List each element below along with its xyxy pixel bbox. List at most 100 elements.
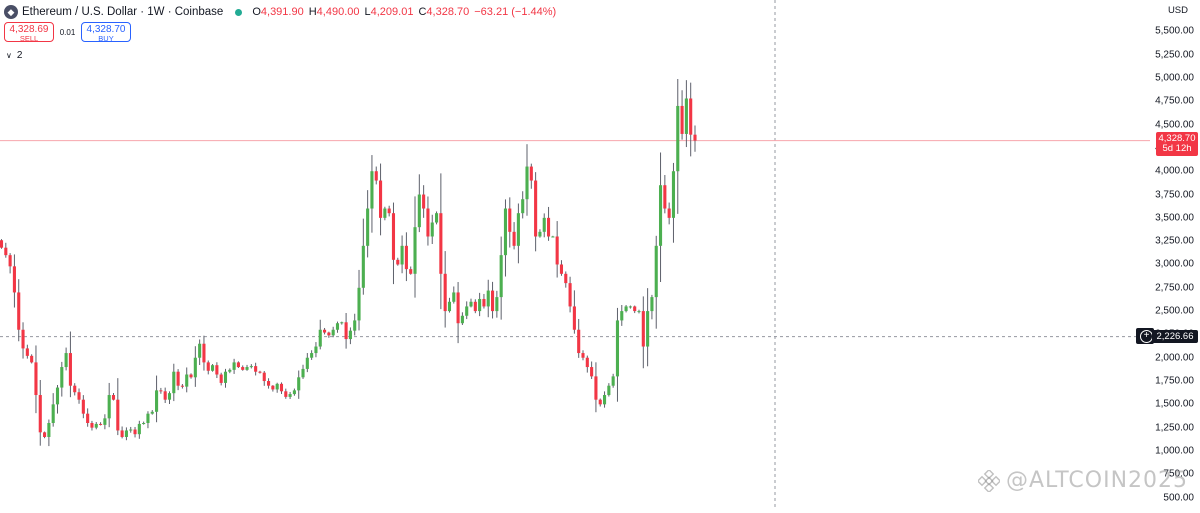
candle-body (150, 411, 154, 414)
candle-body (551, 236, 555, 238)
buy-button[interactable]: 4,328.70 BUY (81, 22, 131, 43)
candle-body (8, 255, 12, 267)
candle-body (90, 423, 94, 428)
candle-body (581, 353, 585, 358)
chevron-down-icon[interactable]: ∨ (6, 51, 12, 60)
candle-body (404, 245, 408, 270)
candle-body (538, 231, 542, 237)
candle-body (684, 98, 688, 134)
sell-button[interactable]: 4,328.69 SELL (4, 22, 54, 43)
candle-body (641, 311, 645, 347)
candle-body (236, 362, 240, 368)
candle-body (180, 385, 184, 387)
candle-body (172, 371, 176, 394)
candle-body (542, 217, 546, 232)
candle-body (25, 348, 29, 356)
candle-body (361, 245, 365, 288)
candle-body (521, 199, 525, 214)
watermark-text: @ALTCOIN2025 (1006, 468, 1189, 493)
candle-body (572, 306, 576, 330)
y-tick-label: 2,750.00 (1155, 282, 1194, 294)
candle-body (219, 374, 223, 383)
y-tick-label: 3,000.00 (1155, 258, 1194, 270)
candle-body (103, 418, 107, 425)
last-price-label: 4,328.70 5d 12h (1156, 132, 1198, 156)
candle-body (615, 320, 620, 377)
candle-body (34, 362, 38, 396)
candle-body (155, 390, 159, 412)
candle-body (86, 413, 90, 423)
candle-body (590, 367, 594, 377)
candle-body (357, 287, 361, 321)
candle-body (620, 311, 624, 321)
candle-body (198, 343, 202, 358)
candle-body (422, 194, 426, 209)
candle-body (680, 105, 684, 134)
candle-body (21, 329, 25, 349)
candle-body (478, 298, 482, 312)
candle-body (331, 329, 335, 336)
candle-body (77, 392, 81, 400)
y-tick-label: 3,750.00 (1155, 189, 1194, 201)
y-tick-label: 750.00 (1163, 468, 1194, 480)
candle-body (611, 376, 615, 386)
price-axis[interactable]: USD 500.00 750.00 1,000.00 1,250.00 1,500.00… (1150, 0, 1200, 508)
buy-label: BUY (98, 34, 114, 43)
candle-body (344, 322, 348, 340)
candle-body (267, 381, 271, 386)
indicator-count: 2 (16, 50, 23, 61)
candle-body (124, 430, 128, 437)
candle-body (4, 247, 8, 256)
sell-price: 4,328.69 (9, 24, 49, 35)
candle-body (671, 171, 676, 218)
candle-body (288, 394, 292, 397)
candle-body (223, 371, 228, 383)
currency-label[interactable]: USD (1167, 5, 1188, 16)
candle-body (430, 222, 434, 237)
candlestick-chart[interactable] (0, 0, 1150, 508)
candle-body (137, 423, 141, 435)
candle-body (525, 166, 529, 200)
candle-body (568, 283, 572, 307)
candle-body (439, 213, 443, 274)
indicators-toggle[interactable]: ∨ 2 (6, 50, 22, 61)
candle-body (396, 259, 400, 265)
candle-body (413, 227, 417, 274)
high-value: H4,490.00 (308, 6, 360, 18)
market-status-dot[interactable] (235, 8, 243, 16)
candle-body (598, 399, 602, 405)
open-value: O4,391.90 (252, 6, 304, 18)
candle-body (284, 391, 288, 397)
close-value: C4,328.70 (418, 6, 470, 18)
candle-body (279, 383, 284, 392)
candle-body (301, 368, 305, 378)
candle-body (340, 322, 344, 324)
candle-body (81, 399, 85, 414)
candle-body (30, 355, 34, 363)
candle-body (602, 395, 607, 405)
candle-body (51, 404, 55, 423)
symbol-title[interactable]: Ethereum / U.S. Dollar · 1W · Coinbase (22, 6, 224, 18)
candle-body (435, 213, 439, 223)
candle-body (271, 385, 275, 390)
chart-area[interactable] (0, 0, 1150, 508)
candle-body (47, 423, 51, 437)
candle-body (206, 362, 210, 371)
candle-body (314, 346, 318, 354)
candle-body (689, 98, 693, 135)
y-tick-label: 500.00 (1163, 492, 1194, 504)
candle-body (60, 367, 64, 388)
candle-body (176, 371, 180, 386)
sell-label: SELL (19, 34, 39, 43)
y-tick-label: 5,500.00 (1155, 25, 1194, 37)
candle-body (129, 429, 133, 431)
y-tick-label: 1,500.00 (1155, 398, 1194, 410)
candle-body (456, 292, 460, 324)
candle-body (318, 329, 322, 347)
candle-body (417, 194, 421, 228)
trade-panel: 4,328.69 SELL 0.01 4,328.70 BUY (4, 22, 131, 43)
candle-body (379, 180, 383, 218)
candle-body (107, 395, 111, 419)
candle-body (374, 171, 378, 181)
candle-body (443, 273, 447, 312)
